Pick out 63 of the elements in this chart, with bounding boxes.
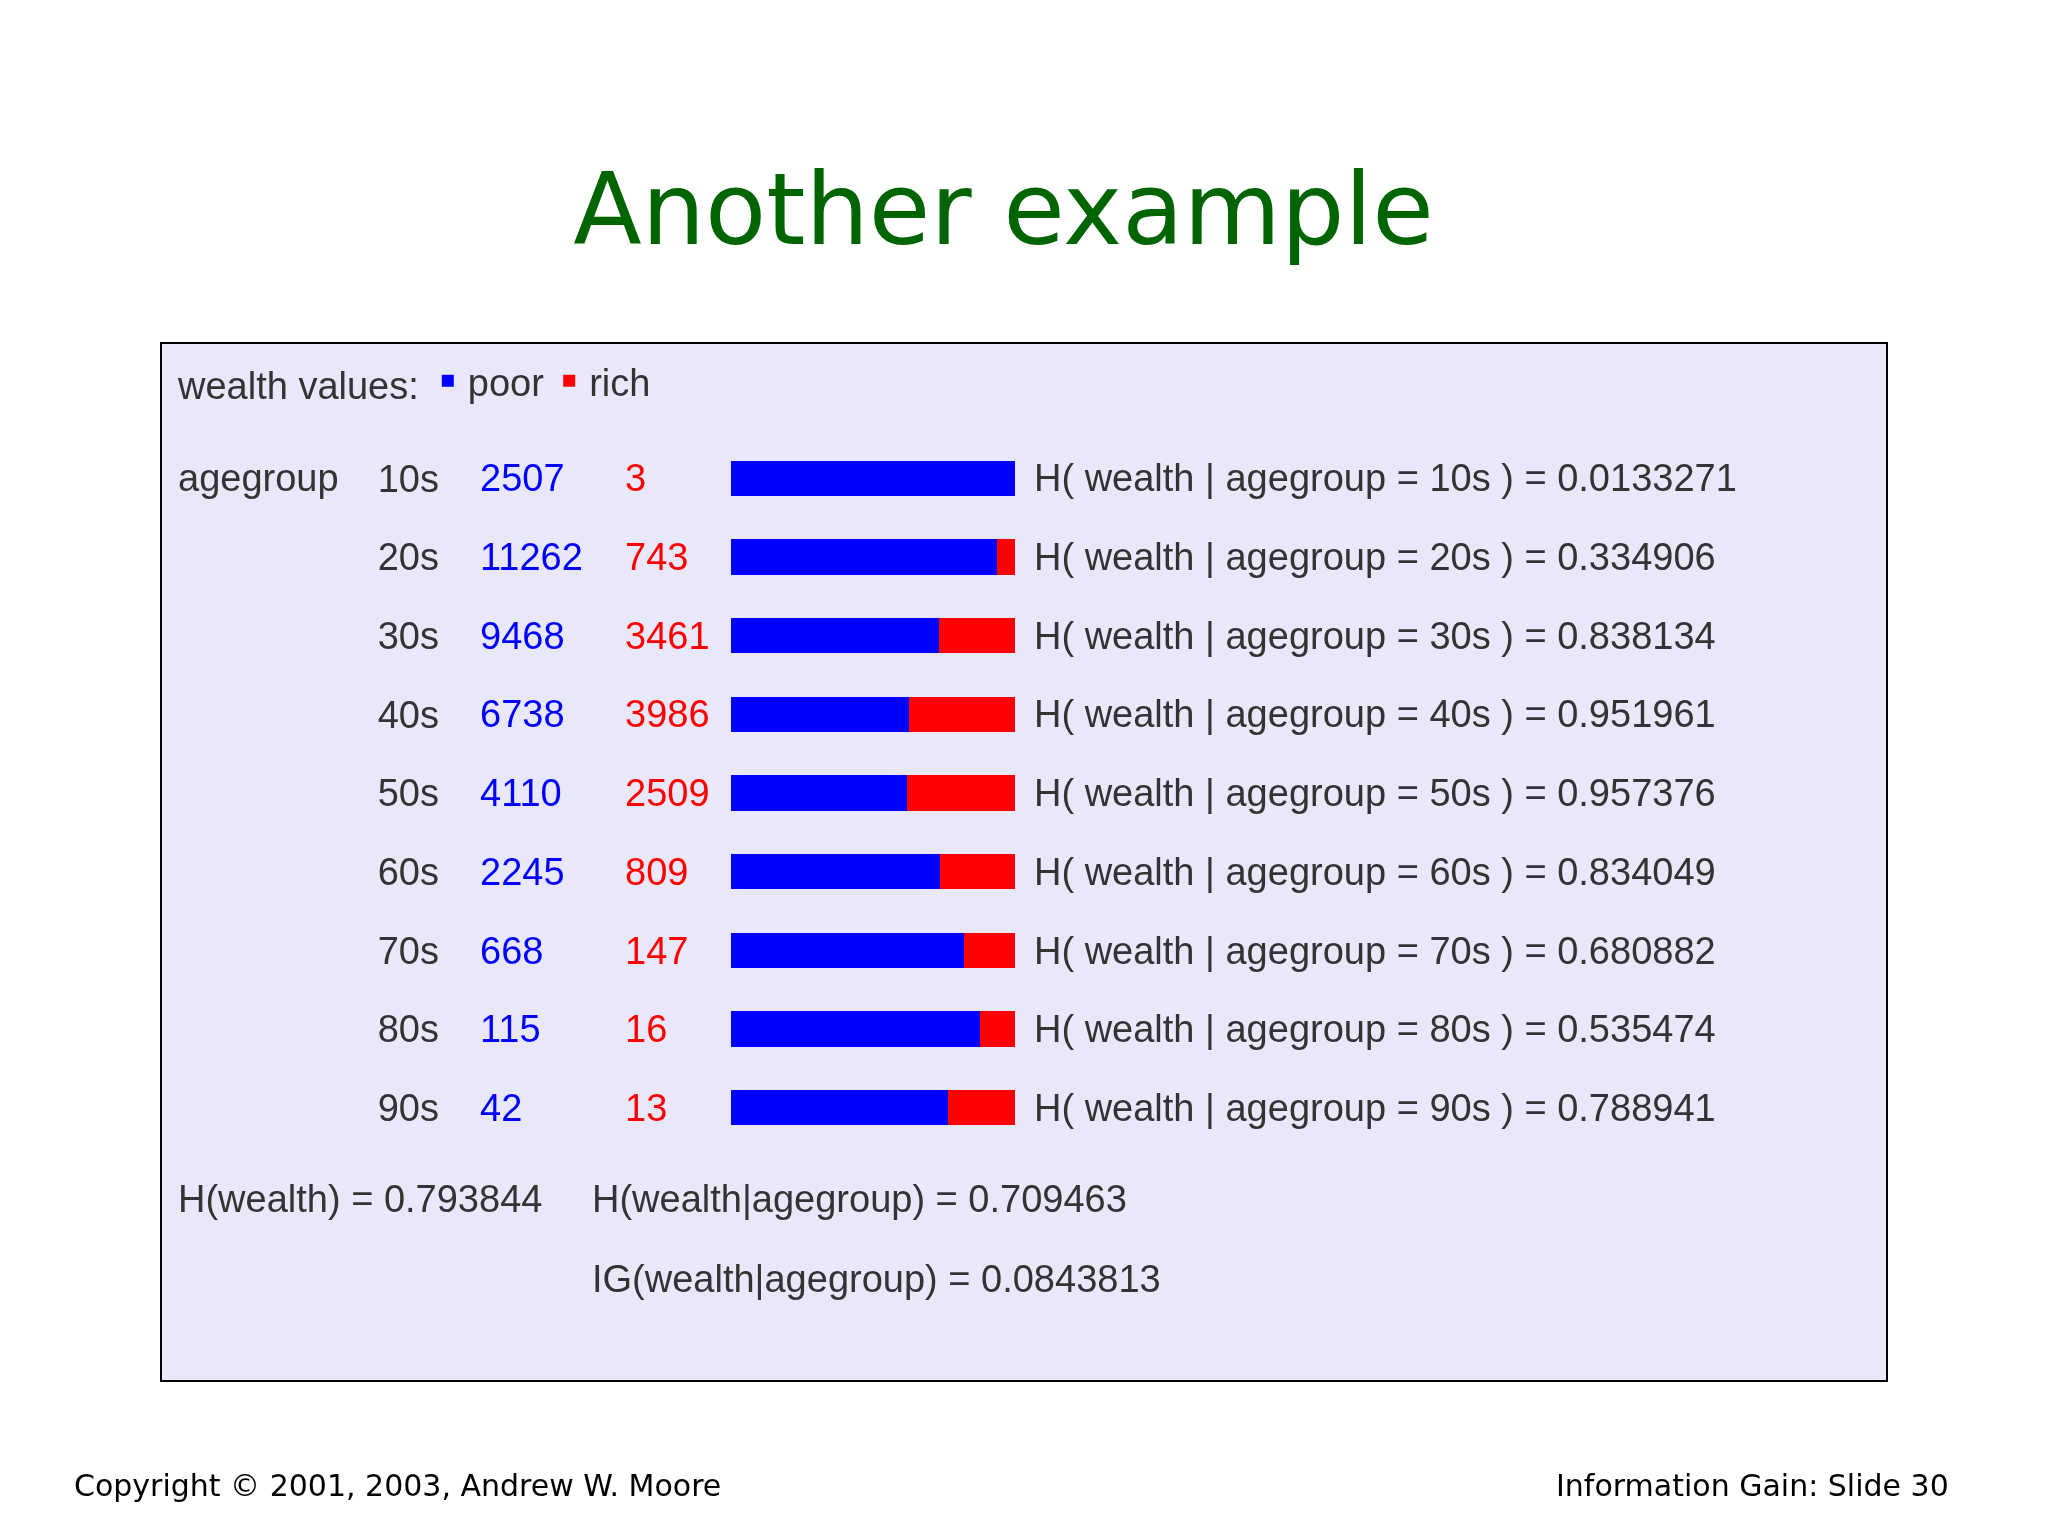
text: H( wealth | agegroup = 80s ) = 0.535474 — [1034, 1008, 1716, 1050]
text: 147 — [625, 930, 689, 972]
bar — [963, 932, 1015, 969]
text: Copyright © 2001, 2003, Andrew W. Moore — [74, 1468, 722, 1503]
bar — [938, 617, 1015, 654]
text: 668 — [480, 930, 544, 972]
text: 3986 — [625, 693, 710, 735]
text: IG(wealth|agegroup) = 0.0843813 — [592, 1258, 1161, 1300]
text: 2509 — [625, 772, 710, 814]
y-tick-label: 30s — [377, 614, 439, 657]
text: H( wealth | agegroup = 60s ) = 0.834049 — [1034, 851, 1716, 893]
bar — [731, 932, 964, 969]
text: 743 — [625, 536, 689, 578]
text: H( wealth | agegroup = 10s ) = 0.0133271 — [1034, 457, 1737, 499]
bar — [947, 1089, 1015, 1126]
text: H(wealth) = 0.793844 — [178, 1178, 543, 1220]
legend-label: poor — [467, 361, 545, 404]
bar — [731, 775, 908, 811]
text: 3461 — [625, 615, 710, 657]
text: H( wealth | agegroup = 70s ) = 0.680882 — [1034, 930, 1716, 972]
text: 809 — [625, 851, 689, 893]
text: 2507 — [480, 457, 565, 499]
text: H( wealth | agegroup = 90s ) = 0.788941 — [1034, 1087, 1716, 1129]
y-tick-label: 40s — [377, 693, 439, 736]
text: 3 — [625, 457, 647, 499]
text: 2245 — [480, 851, 565, 893]
bar — [907, 775, 1015, 811]
bar — [731, 853, 940, 890]
y-tick-label: 60s — [377, 850, 439, 893]
legend-title: wealth values: — [177, 364, 419, 407]
text: 9468 — [480, 615, 565, 657]
bar — [731, 460, 1015, 497]
text: 4110 — [480, 772, 562, 814]
legend-label: rich — [589, 361, 651, 404]
bar — [731, 1089, 948, 1126]
y-tick-label: 20s — [377, 536, 439, 579]
bar — [909, 696, 1015, 733]
chart-title: Another example — [573, 151, 1434, 268]
text: 6738 — [480, 693, 565, 735]
bar — [980, 1011, 1015, 1047]
text: H(wealth|agegroup) = 0.709463 — [592, 1178, 1127, 1220]
text: 115 — [480, 1008, 541, 1050]
y-tick-label: 80s — [377, 1008, 439, 1051]
bar — [939, 853, 1015, 890]
text: H( wealth | agegroup = 50s ) = 0.957376 — [1034, 772, 1716, 814]
text: H( wealth | agegroup = 40s ) = 0.951961 — [1034, 693, 1716, 735]
y-tick-label: 10s — [377, 457, 439, 500]
y-tick-label: 70s — [377, 929, 439, 972]
text: H( wealth | agegroup = 30s ) = 0.838134 — [1034, 615, 1716, 657]
text: 13 — [625, 1087, 668, 1129]
bar — [731, 539, 998, 575]
text: 16 — [625, 1008, 668, 1050]
bar — [731, 617, 939, 654]
text: 11262 — [480, 536, 583, 578]
y-tick-label: 90s — [377, 1086, 439, 1129]
text: Information Gain: Slide 30 — [1556, 1468, 1949, 1503]
text: H( wealth | agegroup = 20s ) = 0.334906 — [1034, 536, 1716, 578]
bar — [731, 696, 910, 733]
bar — [997, 539, 1015, 575]
bar — [731, 1011, 981, 1047]
text: 42 — [480, 1087, 523, 1129]
y-tick-label: 50s — [377, 772, 439, 815]
y-axis-title: agegroup — [178, 457, 339, 499]
